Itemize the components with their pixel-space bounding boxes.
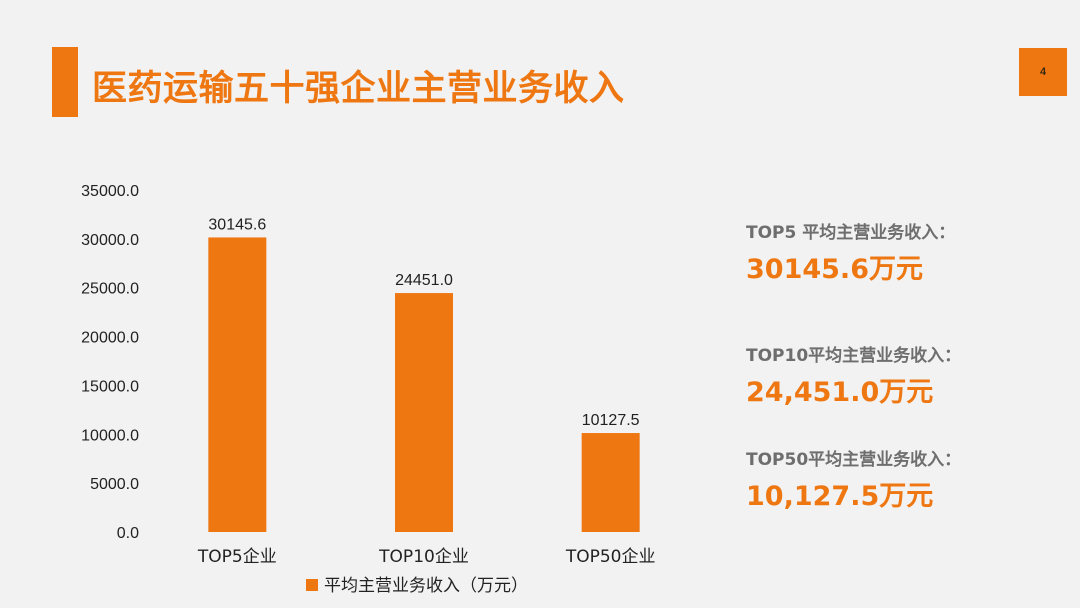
stat-value: 10,127.5万元 — [746, 481, 934, 512]
y-tick-label: 5000.0 — [90, 476, 139, 493]
page-number-badge: 4 — [1019, 48, 1067, 96]
stat-top10: TOP10平均主营业务收入： 24,451.0万元 — [746, 341, 1066, 409]
y-tick-label: 35000.0 — [81, 183, 139, 200]
legend-swatch — [306, 579, 318, 591]
stat-label: TOP50平均主营业务收入： — [746, 450, 962, 470]
bar — [395, 293, 453, 532]
stat-top50: TOP50平均主营业务收入： 10,127.5万元 — [746, 445, 1066, 513]
y-tick-label: 30000.0 — [81, 232, 139, 249]
x-category-label: TOP10企业 — [378, 547, 469, 567]
bar-value-label: 24451.0 — [395, 272, 453, 289]
y-tick-label: 10000.0 — [81, 427, 139, 444]
bar-value-label: 10127.5 — [582, 412, 640, 429]
y-tick-label: 25000.0 — [81, 281, 139, 298]
bar — [208, 237, 267, 532]
stat-label: TOP5 平均主营业务收入： — [746, 223, 956, 243]
stat-label: TOP10平均主营业务收入： — [746, 346, 962, 366]
bar-chart: 0.0 5000.0 10000.0 15000.0 20000.0 25000.0 300… — [81, 183, 656, 596]
slide-title: 医药运输五十强企业主营业务收入 — [92, 69, 625, 109]
bar-value-label: 30145.6 — [208, 216, 266, 233]
title-accent-bar — [52, 47, 78, 117]
stat-value: 24,451.0万元 — [746, 377, 934, 408]
stat-value: 30145.6万元 — [746, 254, 923, 285]
legend-label: 平均主营业务收入（万元） — [324, 576, 528, 596]
y-tick-label: 0.0 — [117, 525, 139, 542]
y-tick-label: 20000.0 — [81, 330, 139, 347]
x-category-label: TOP50企业 — [565, 547, 656, 567]
x-category-label: TOP5企业 — [197, 547, 277, 567]
bar — [581, 433, 640, 532]
y-tick-label: 15000.0 — [81, 378, 139, 395]
stat-top5: TOP5 平均主营业务收入： 30145.6万元 — [746, 218, 1066, 286]
